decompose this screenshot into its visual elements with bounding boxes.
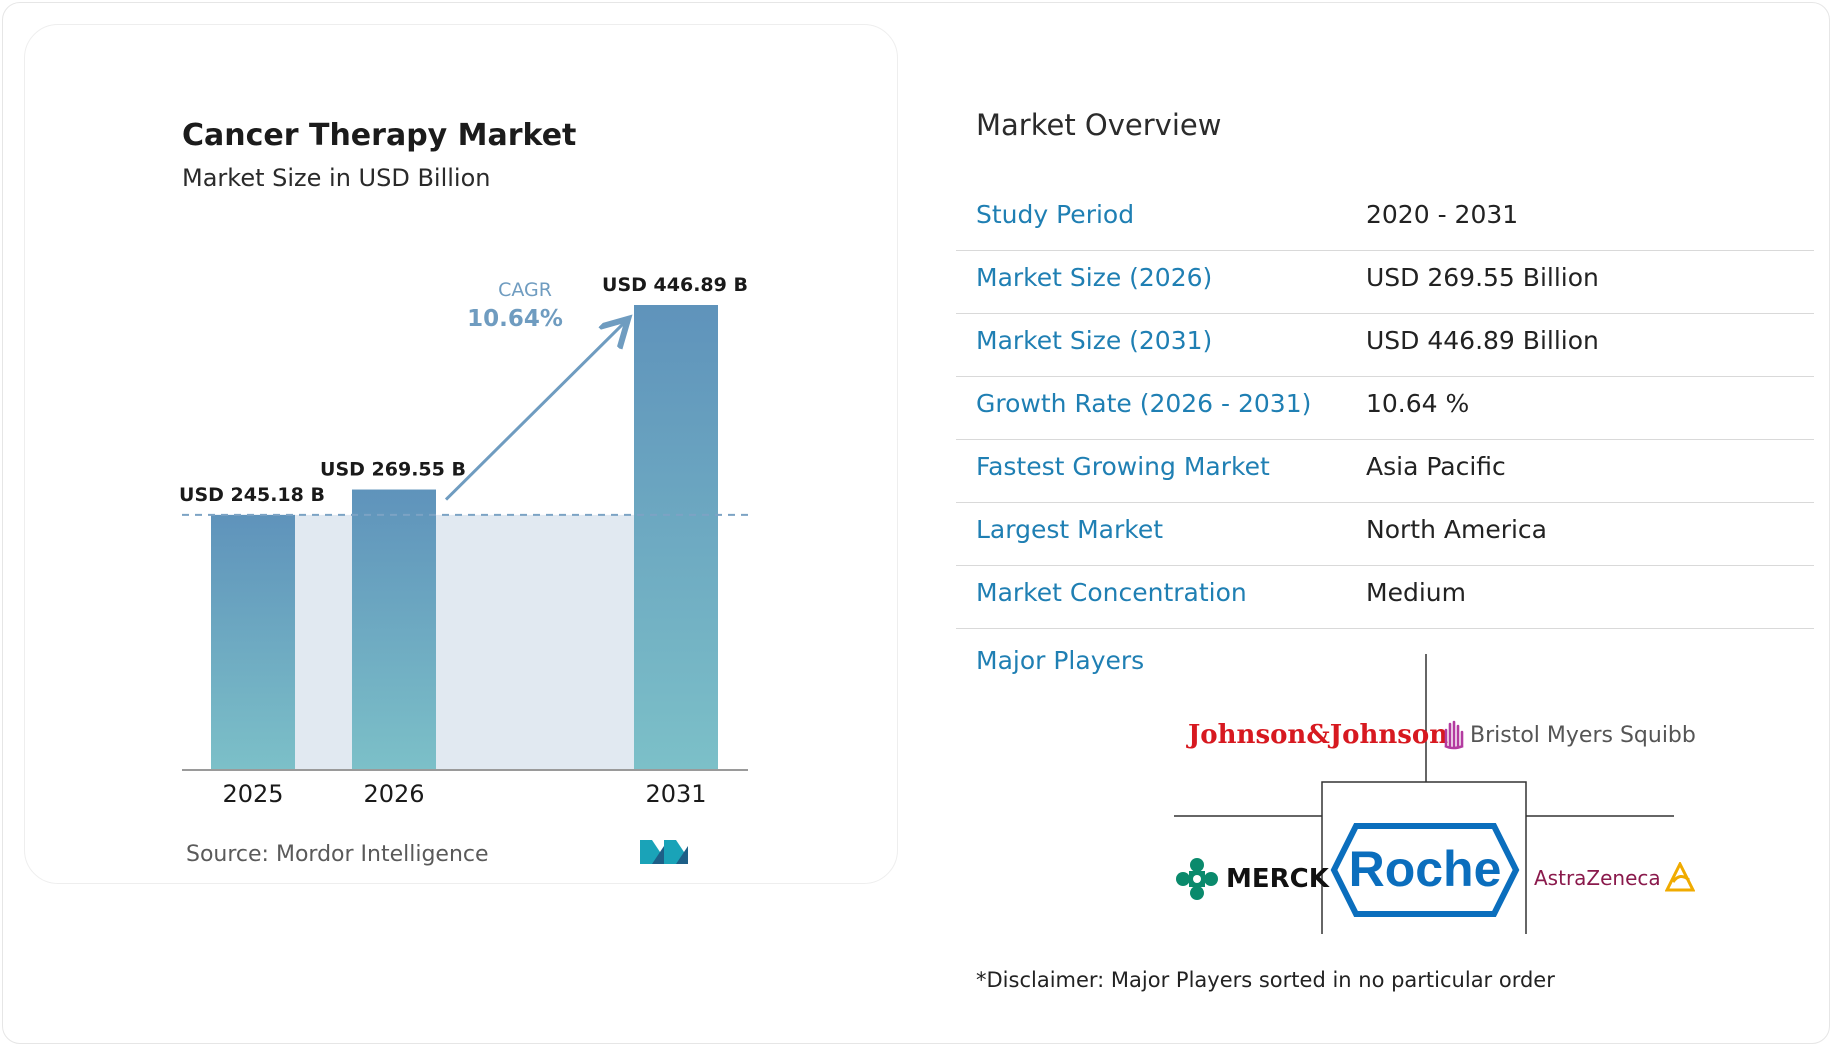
- mordor-intelligence-logo: [640, 840, 688, 864]
- johnson-and-johnson-logo: Johnson&Johnson: [1188, 720, 1449, 750]
- bar-chart: CAGR 10.64% USD 245.18 B 2025 USD 269.55 B…: [179, 274, 752, 808]
- overview-row-value: Asia Pacific: [1366, 452, 1506, 481]
- disclaimer: *Disclaimer: Major Players sorted in no …: [976, 968, 1555, 992]
- overview-title: Market Overview: [976, 108, 1222, 142]
- overview-row-label: Market Size (2031): [976, 326, 1213, 355]
- chart-subtitle: Market Size in USD Billion: [182, 164, 491, 192]
- bar-2025: [211, 514, 295, 770]
- overview-row: Market Concentration Medium: [956, 566, 1814, 629]
- overview-row-value: USD 269.55 Billion: [1366, 263, 1599, 292]
- merck-symbol-icon: [1176, 858, 1218, 900]
- overview-row-value: 2020 - 2031: [1366, 200, 1519, 229]
- x-tick-label-2026: 2026: [363, 780, 424, 808]
- cagr-value: 10.64%: [467, 306, 563, 332]
- overview-row: Study Period 2020 - 2031: [956, 188, 1814, 251]
- x-tick-label-2031: 2031: [645, 780, 706, 808]
- data-label-2025: USD 245.18 B: [179, 484, 325, 506]
- data-label-2026: USD 269.55 B: [320, 459, 466, 481]
- cagr-arrow: [444, 321, 626, 501]
- bristol-myers-squibb-logo: Bristol Myers Squibb: [1442, 720, 1696, 750]
- players-grid-lines: [1174, 654, 1674, 934]
- overview-row: Growth Rate (2026 - 2031) 10.64 %: [956, 377, 1814, 440]
- roche-logo: Roche: [1330, 823, 1520, 917]
- merck-logo: MERCK: [1176, 858, 1329, 900]
- overview-row: Largest Market North America: [956, 503, 1814, 566]
- astrazeneca-name: AstraZeneca: [1534, 866, 1661, 890]
- overview-row-value: North America: [1366, 515, 1547, 544]
- roche-name: Roche: [1349, 841, 1502, 897]
- major-players-label: Major Players: [976, 646, 1145, 675]
- bms-name: Bristol Myers Squibb: [1470, 722, 1696, 748]
- bar-2026: [352, 489, 436, 770]
- bar-2031: [634, 305, 718, 770]
- overview-row-label: Largest Market: [976, 515, 1164, 544]
- source-note: Source: Mordor Intelligence: [186, 842, 489, 867]
- chart-title: Cancer Therapy Market: [182, 118, 577, 153]
- bms-hand-icon: [1444, 720, 1464, 750]
- astrazeneca-logo: AstraZeneca: [1534, 862, 1695, 894]
- x-tick-label-2025: 2025: [222, 780, 283, 808]
- merck-name: MERCK: [1226, 864, 1329, 894]
- overview-table: Study Period 2020 - 2031 Market Size (20…: [956, 188, 1814, 629]
- overview-row-label: Growth Rate (2026 - 2031): [976, 389, 1312, 418]
- overview-row-label: Market Concentration: [976, 578, 1247, 607]
- overview-row-label: Study Period: [976, 200, 1135, 229]
- overview-row: Fastest Growing Market Asia Pacific: [956, 440, 1814, 503]
- overview-row-value: 10.64 %: [1366, 389, 1470, 418]
- overview-row: Market Size (2026) USD 269.55 Billion: [956, 251, 1814, 314]
- cagr-label: CAGR: [498, 279, 552, 301]
- astrazeneca-symbol-icon: [1664, 862, 1695, 892]
- data-label-2031: USD 446.89 B: [602, 274, 748, 296]
- overview-row-label: Market Size (2026): [976, 263, 1213, 292]
- overview-row: Market Size (2031) USD 446.89 Billion: [956, 314, 1814, 377]
- overview-row-label: Fastest Growing Market: [976, 452, 1270, 481]
- overview-row-value: Medium: [1366, 578, 1466, 607]
- overview-row-value: USD 446.89 Billion: [1366, 326, 1599, 355]
- baseline-shade-area: [211, 514, 718, 770]
